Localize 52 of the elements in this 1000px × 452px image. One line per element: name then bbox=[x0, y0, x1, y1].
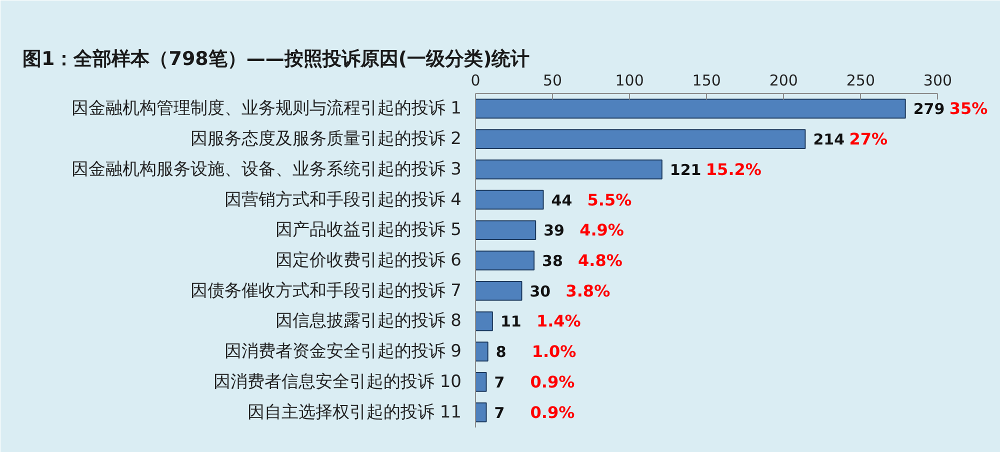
data-label: 214 bbox=[813, 130, 845, 149]
annotation: 15.2% bbox=[706, 160, 762, 179]
x-tick-label: 50 bbox=[542, 72, 562, 90]
bar bbox=[476, 129, 806, 149]
bar bbox=[476, 98, 906, 119]
y-tick-label: 因营销方式和手段引起的投诉 4 bbox=[224, 190, 462, 210]
annotation: 35% bbox=[949, 99, 988, 118]
data-label: 7 bbox=[494, 373, 505, 392]
annotation: 1.0% bbox=[532, 342, 576, 362]
x-tick-label: 150 bbox=[692, 72, 721, 90]
y-tick-label: 因信息披露引起的投诉 8 bbox=[275, 311, 462, 332]
y-tick-label: 因服务态度及服务质量引起的投诉 2 bbox=[190, 129, 462, 150]
y-tick-label: 因金融机构服务设施、设备、业务系统引起的投诉 3 bbox=[71, 159, 462, 180]
bar bbox=[476, 402, 487, 422]
bar bbox=[476, 250, 535, 270]
x-tick-label: 250 bbox=[846, 72, 876, 90]
y-tick-label: 因定价收费引起的投诉 6 bbox=[275, 250, 462, 270]
data-label: 44 bbox=[551, 191, 572, 210]
bar bbox=[476, 190, 544, 210]
data-label: 11 bbox=[500, 312, 522, 331]
data-label: 121 bbox=[670, 160, 702, 179]
annotation: 0.9% bbox=[530, 372, 575, 392]
y-tick-label: 因金融机构管理制度、业务规则与流程引起的投诉 1 bbox=[71, 98, 462, 119]
bar bbox=[476, 220, 536, 240]
y-tick-label: 因消费者资金安全引起的投诉 9 bbox=[224, 342, 462, 362]
data-label: 30 bbox=[530, 282, 551, 300]
annotation: 5.5% bbox=[587, 190, 632, 210]
x-tick-label: 100 bbox=[615, 72, 644, 90]
bar bbox=[476, 311, 493, 332]
x-tick-label: 0 bbox=[470, 72, 480, 90]
bar bbox=[476, 159, 662, 180]
y-tick-label: 因产品收益引起的投诉 5 bbox=[275, 220, 462, 240]
bar bbox=[476, 280, 522, 301]
annotation: 4.8% bbox=[578, 251, 622, 270]
x-tick-label: 300 bbox=[923, 72, 952, 90]
x-tick-label: 200 bbox=[769, 72, 798, 90]
data-label: 7 bbox=[494, 404, 505, 422]
y-tick-label: 因消费者信息安全引起的投诉 10 bbox=[213, 372, 462, 392]
annotation: 1.4% bbox=[536, 312, 581, 331]
data-label: 8 bbox=[496, 343, 506, 362]
y-tick-label: 因债务催收方式和手段引起的投诉 7 bbox=[190, 280, 462, 301]
data-label: 279 bbox=[913, 100, 945, 118]
data-label: 38 bbox=[542, 252, 563, 270]
annotation: 4.9% bbox=[580, 220, 624, 240]
annotation: 3.8% bbox=[566, 281, 610, 300]
data-label: 39 bbox=[544, 222, 564, 240]
text: 图1：全部样本（798笔）——按照投诉原因(一级分类)统计 bbox=[22, 48, 530, 70]
y-tick-label: 因自主选择权引起的投诉 11 bbox=[247, 402, 462, 422]
bar bbox=[476, 372, 487, 392]
annotation: 27% bbox=[849, 130, 888, 149]
bar bbox=[476, 342, 488, 362]
annotation: 0.9% bbox=[530, 402, 575, 422]
